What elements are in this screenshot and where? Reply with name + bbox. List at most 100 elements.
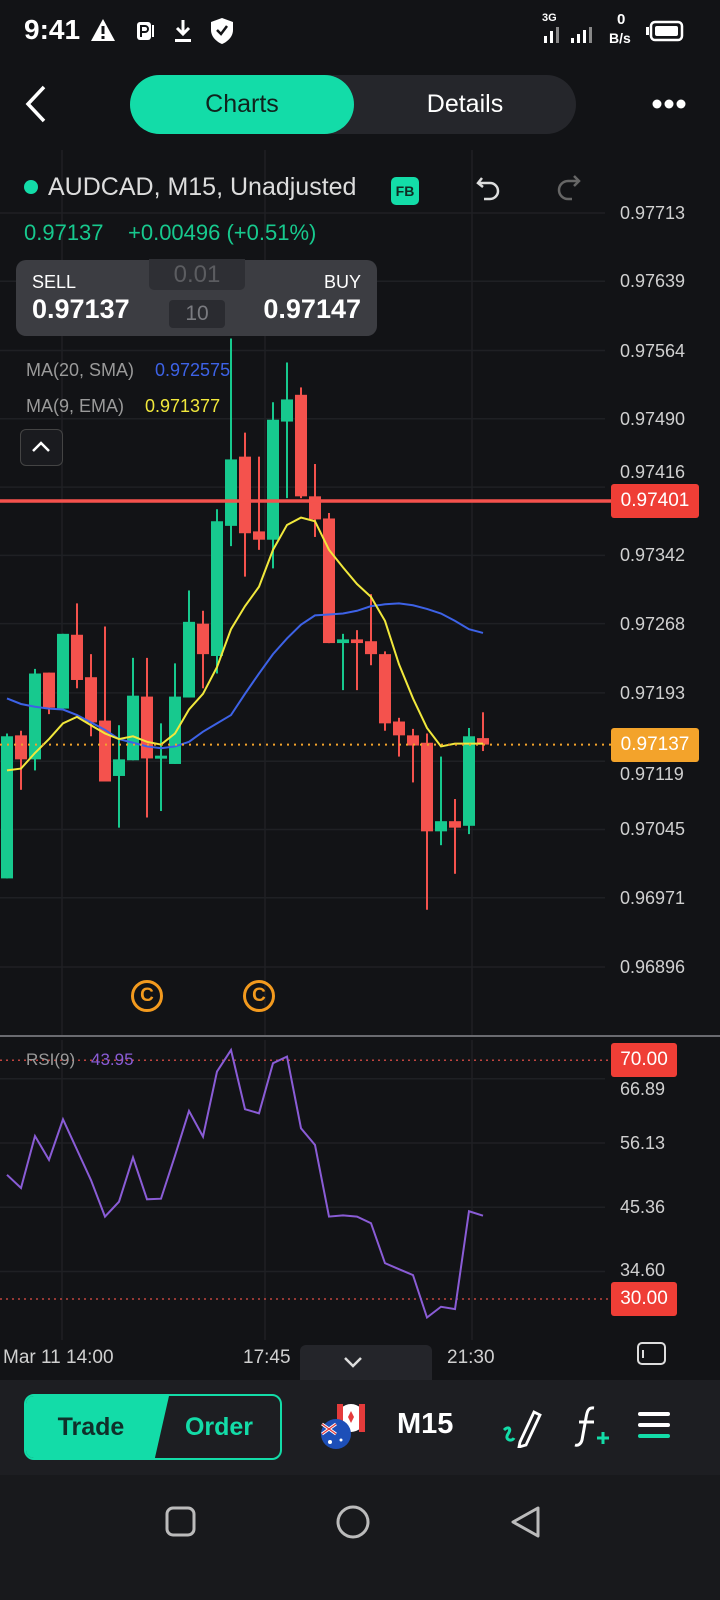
recent-apps-icon[interactable] [164, 1505, 198, 1539]
back-icon[interactable] [508, 1504, 544, 1540]
trade-order-toggle: Trade Order [24, 1394, 282, 1460]
candle-bear [15, 735, 27, 760]
candle-bull [281, 399, 293, 422]
candle-bear [85, 677, 97, 723]
expand-panel-handle[interactable] [300, 1345, 432, 1381]
shield-check-icon [211, 18, 233, 44]
download-icon [175, 20, 191, 42]
more-dots-icon[interactable] [652, 97, 686, 111]
price-axis-label: 0.97193 [620, 682, 686, 703]
candle-bull [183, 621, 195, 698]
flags-icon[interactable] [316, 1402, 368, 1454]
candle-bear [197, 623, 209, 655]
candle-bear [43, 672, 55, 708]
menu-icon[interactable] [638, 1410, 672, 1440]
undo-icon[interactable] [474, 172, 506, 204]
lot-input[interactable]: 10 [169, 300, 225, 328]
candle-bear [351, 639, 363, 644]
price-axis-label: 0.97119 [620, 763, 684, 784]
candle-bear [253, 531, 265, 540]
price-axis-label: 0.97416 [620, 461, 686, 482]
parking-icon [137, 22, 154, 40]
battery-icon [646, 20, 684, 42]
event-marker[interactable]: C [131, 980, 163, 1012]
rsi-overbought-badge: 70.00 [611, 1043, 677, 1078]
system-nav-bar [0, 1475, 720, 1600]
chevron-down-icon [344, 1357, 362, 1368]
ma20-label: MA(20, SMA) [26, 360, 135, 380]
candle-bull [57, 633, 69, 709]
tab-details[interactable]: Details [426, 90, 504, 118]
rsi-oversold-badge: 30.00 [611, 1281, 677, 1316]
signal-icon [544, 27, 592, 43]
candle-bear [99, 720, 111, 782]
collapse-indicators-button[interactable] [20, 429, 63, 466]
rsi-label: RSI(9) [26, 1050, 76, 1069]
buy-button[interactable]: 0.97147 [263, 294, 361, 324]
candle-bear [239, 456, 251, 534]
candle-bull [113, 759, 125, 776]
current-price-badge: 0.97137 [611, 727, 699, 762]
candle-bull [29, 673, 41, 760]
candle-bear [323, 518, 335, 644]
bottom-toolbar: Trade Order M15 [0, 1380, 720, 1475]
candle-bear [71, 634, 83, 680]
data-rate-unit: B/s [609, 30, 631, 46]
candle-bear [477, 738, 489, 745]
function-add-icon[interactable] [572, 1404, 612, 1450]
ma20-line [6, 602, 484, 750]
home-icon[interactable] [335, 1504, 371, 1540]
buy-label: BUY [323, 272, 361, 292]
price-axis-label: 0.97268 [620, 613, 686, 634]
timeframe-selector[interactable]: M15 [397, 1408, 454, 1440]
price-line-badge[interactable]: 0.97401 [611, 483, 699, 518]
candle-bull [463, 736, 475, 826]
candle-bear [421, 742, 433, 832]
price-axis-label: 0.96896 [620, 957, 686, 977]
candle-bull [169, 696, 181, 764]
ma9-label: MA(9, EMA) [26, 396, 125, 416]
fb-badge[interactable]: FB [391, 177, 419, 205]
symbol-title: AUDCAD, M15, Unadjusted [48, 173, 357, 201]
toggle-bg [26, 1396, 169, 1458]
candle-bear [449, 821, 461, 828]
chevron-up-icon [32, 441, 50, 452]
order-tab[interactable]: Order [184, 1413, 254, 1441]
candle-bull [1, 736, 13, 879]
time-label: 17:45 [243, 1347, 291, 1368]
draw-icon[interactable] [500, 1406, 544, 1448]
network-type: 3G [542, 12, 557, 24]
fullscreen-icon[interactable] [636, 1340, 668, 1368]
price-axis-label: 0.97639 [620, 271, 686, 292]
price-axis-label: 0.97045 [620, 819, 686, 840]
event-marker[interactable]: C [243, 980, 275, 1012]
price-axis-label: 0.97342 [620, 545, 686, 566]
candle-bull [337, 639, 349, 644]
sell-button[interactable]: 0.97137 [32, 294, 130, 324]
tab-charts[interactable]: Charts [130, 75, 354, 134]
trade-tab[interactable]: Trade [57, 1413, 125, 1441]
candle-bear [365, 641, 377, 655]
rsi-axis-label: 56.13 [620, 1133, 666, 1153]
rsi-line [6, 1047, 484, 1320]
quick-trade-panel: SELL 0.97137 BUY 0.97147 0.01 10 [16, 259, 377, 336]
ma9-line [6, 516, 483, 772]
candle-bear [295, 394, 307, 497]
sell-label: SELL [32, 272, 77, 292]
candle-bear [379, 654, 391, 724]
view-tabs: Charts Details [130, 75, 576, 134]
back-button[interactable] [22, 84, 50, 124]
candle-bear [393, 721, 405, 736]
candle-bear [407, 735, 419, 746]
candle-bull [127, 695, 139, 761]
last-price: 0.97137 [24, 220, 104, 245]
candle-bull [435, 821, 447, 832]
redo-icon[interactable] [552, 172, 584, 204]
price-axis-label: 0.97713 [620, 203, 686, 223]
rsi-axis-label: 66.89 [620, 1079, 666, 1100]
ma20-value: 0.972575 [155, 360, 231, 380]
lot-step[interactable]: 0.01 [149, 259, 245, 290]
rsi-value: 43.95 [91, 1050, 134, 1069]
candle-bull [225, 459, 237, 526]
